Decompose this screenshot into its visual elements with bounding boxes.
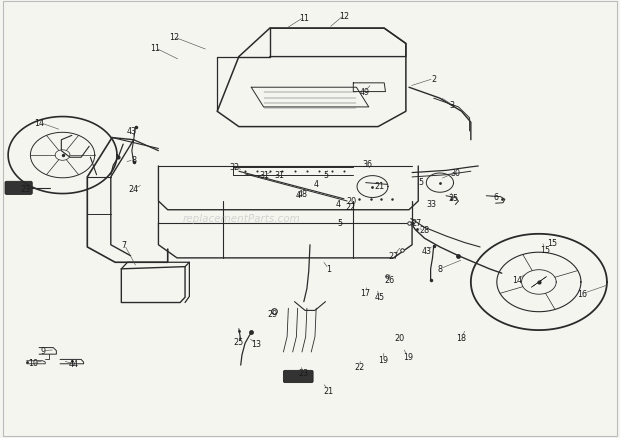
Text: 22: 22 [346, 202, 356, 211]
Text: 29: 29 [268, 309, 278, 318]
Text: 23: 23 [20, 185, 30, 194]
Text: 21: 21 [374, 182, 384, 191]
Text: 4: 4 [295, 191, 300, 199]
Text: 27: 27 [388, 251, 399, 261]
Text: 5: 5 [337, 219, 342, 228]
Text: 5: 5 [323, 171, 328, 180]
Text: 28: 28 [419, 226, 430, 235]
Text: 4: 4 [314, 180, 319, 189]
Text: 18: 18 [456, 333, 467, 342]
Text: 22: 22 [355, 362, 365, 371]
FancyBboxPatch shape [5, 182, 32, 195]
Text: 14: 14 [512, 276, 522, 285]
Text: 4: 4 [335, 199, 340, 208]
Text: 48: 48 [298, 189, 308, 198]
Text: 43: 43 [127, 127, 137, 136]
Text: 1: 1 [326, 265, 331, 274]
Text: 10: 10 [28, 359, 38, 367]
FancyBboxPatch shape [283, 371, 313, 383]
Text: 35: 35 [448, 194, 459, 202]
Text: 36: 36 [363, 160, 373, 169]
Text: 27: 27 [411, 219, 422, 228]
Text: 17: 17 [361, 289, 371, 298]
Text: 19: 19 [378, 355, 388, 364]
Text: 5: 5 [418, 177, 424, 187]
Text: 6: 6 [493, 193, 498, 201]
Text: 32: 32 [229, 163, 239, 172]
Text: 24: 24 [128, 185, 139, 194]
Text: 19: 19 [402, 352, 413, 361]
Text: 8: 8 [131, 155, 136, 165]
Text: 2: 2 [431, 75, 436, 84]
Text: 31: 31 [260, 171, 270, 180]
Text: 44: 44 [69, 360, 79, 368]
Text: 15: 15 [547, 239, 557, 247]
Text: 20: 20 [395, 333, 405, 342]
Text: 8: 8 [437, 265, 443, 274]
Text: 11: 11 [299, 14, 309, 23]
Text: 20: 20 [347, 197, 356, 206]
Text: replacementParts.com: replacementParts.com [183, 214, 301, 224]
Text: 15: 15 [540, 245, 550, 254]
Text: 23: 23 [299, 368, 309, 377]
Text: 31: 31 [274, 171, 284, 180]
Text: 49: 49 [360, 88, 370, 97]
Text: 43: 43 [422, 246, 432, 255]
Text: 33: 33 [426, 199, 436, 208]
Text: 26: 26 [384, 276, 394, 285]
Text: 16: 16 [577, 290, 587, 299]
Text: 14: 14 [34, 118, 44, 127]
Text: 12: 12 [169, 33, 179, 42]
Text: 12: 12 [339, 11, 349, 21]
Text: 30: 30 [450, 169, 461, 178]
Text: 25: 25 [234, 338, 244, 346]
Text: 13: 13 [251, 339, 261, 348]
Text: 21: 21 [324, 386, 334, 395]
Text: 45: 45 [374, 292, 384, 301]
Text: 11: 11 [150, 44, 161, 53]
Text: 3: 3 [450, 101, 455, 110]
Text: 7: 7 [122, 241, 127, 250]
Text: 9: 9 [40, 346, 45, 355]
